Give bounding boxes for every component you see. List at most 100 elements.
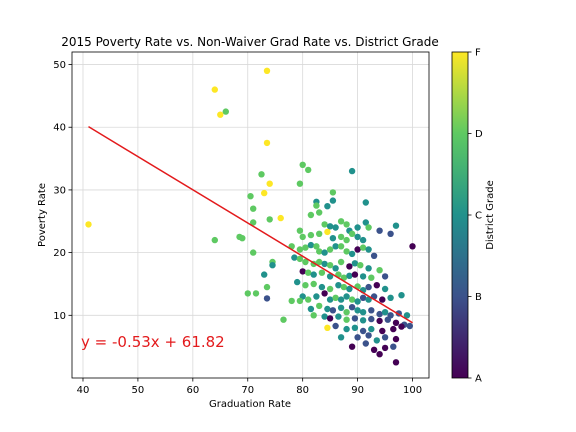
- data-point: [365, 246, 372, 253]
- data-point: [337, 296, 345, 303]
- data-point: [398, 292, 405, 299]
- data-point: [302, 282, 309, 289]
- data-point: [316, 209, 323, 216]
- data-point: [409, 243, 416, 250]
- data-point: [337, 304, 345, 311]
- data-point: [359, 317, 367, 324]
- data-point: [362, 340, 369, 347]
- data-point: [348, 343, 356, 350]
- data-point: [263, 139, 271, 147]
- x-tick-label: 80: [296, 385, 309, 396]
- data-point: [376, 267, 383, 274]
- data-point: [307, 231, 315, 239]
- regression-line-group: [88, 126, 413, 324]
- data-point: [343, 221, 350, 228]
- data-point: [343, 316, 350, 323]
- data-point: [387, 230, 394, 237]
- data-point: [266, 180, 273, 187]
- data-point: [337, 233, 345, 241]
- data-point: [307, 211, 315, 219]
- data-point: [381, 344, 389, 352]
- data-point: [321, 260, 328, 268]
- data-point: [335, 313, 342, 320]
- data-point: [277, 214, 284, 222]
- y-tick-label: 20: [53, 248, 66, 259]
- data-point: [269, 262, 276, 269]
- data-point: [263, 283, 271, 291]
- grid: [72, 52, 429, 378]
- data-point: [348, 167, 356, 175]
- data-point: [354, 233, 361, 241]
- data-point: [354, 224, 361, 231]
- data-point: [370, 346, 378, 353]
- colorbar-tick-label: D: [475, 129, 483, 140]
- data-point: [348, 250, 356, 258]
- data-point: [381, 334, 389, 341]
- data-point: [376, 351, 383, 358]
- data-point: [291, 254, 298, 261]
- data-point: [244, 290, 251, 297]
- data-point: [343, 309, 350, 316]
- data-point: [247, 193, 254, 200]
- data-point: [354, 246, 361, 253]
- data-point: [296, 297, 304, 305]
- x-tick-label: 40: [77, 385, 90, 396]
- data-point: [348, 304, 356, 311]
- data-point: [340, 283, 348, 291]
- data-point: [316, 248, 323, 255]
- data-point: [406, 322, 413, 330]
- data-point: [316, 302, 323, 310]
- data-point: [379, 296, 386, 303]
- data-point: [302, 258, 309, 266]
- data-point: [296, 227, 304, 234]
- data-point: [239, 235, 246, 242]
- data-point: [373, 282, 380, 289]
- data-point: [263, 67, 271, 75]
- data-point: [376, 227, 383, 234]
- colorbar-tick-label: F: [475, 48, 481, 59]
- data-point: [351, 260, 359, 267]
- data-point: [337, 258, 345, 266]
- data-point: [324, 305, 331, 313]
- data-point: [299, 268, 306, 275]
- data-point: [258, 171, 265, 178]
- data-point: [368, 307, 375, 314]
- data-point: [368, 315, 375, 323]
- data-point: [329, 197, 337, 204]
- colorbar-tick-label: A: [475, 374, 482, 385]
- plot-frame: [71, 51, 430, 379]
- data-point: [368, 325, 375, 333]
- data-point: [250, 205, 257, 212]
- data-point: [329, 189, 337, 196]
- colorbar-label: District Grade: [485, 180, 496, 250]
- data-point: [321, 313, 328, 320]
- regression-line: [88, 126, 413, 324]
- data-point: [324, 228, 331, 236]
- colorbar-tick-label: C: [475, 211, 482, 222]
- x-tick-label: 100: [403, 385, 422, 396]
- data-point: [250, 249, 257, 256]
- data-point: [326, 285, 334, 293]
- y-axis-label: Poverty Rate: [37, 183, 48, 247]
- data-point: [332, 322, 339, 330]
- data-point: [316, 258, 323, 266]
- data-point: [299, 233, 306, 241]
- x-tick-label: 50: [132, 385, 145, 396]
- data-point: [373, 337, 380, 344]
- data-point: [310, 280, 317, 288]
- x-tick-label: 60: [186, 385, 199, 396]
- data-point: [359, 273, 367, 280]
- y-tick-label: 40: [53, 123, 66, 134]
- data-point: [362, 199, 369, 206]
- data-point: [294, 278, 301, 286]
- data-point: [365, 224, 372, 231]
- data-point: [318, 283, 326, 291]
- data-point: [250, 219, 257, 226]
- data-point: [343, 248, 350, 255]
- data-point: [343, 293, 350, 300]
- data-point: [332, 224, 339, 231]
- data-point: [392, 359, 400, 366]
- data-point: [313, 293, 320, 300]
- data-point: [365, 296, 372, 303]
